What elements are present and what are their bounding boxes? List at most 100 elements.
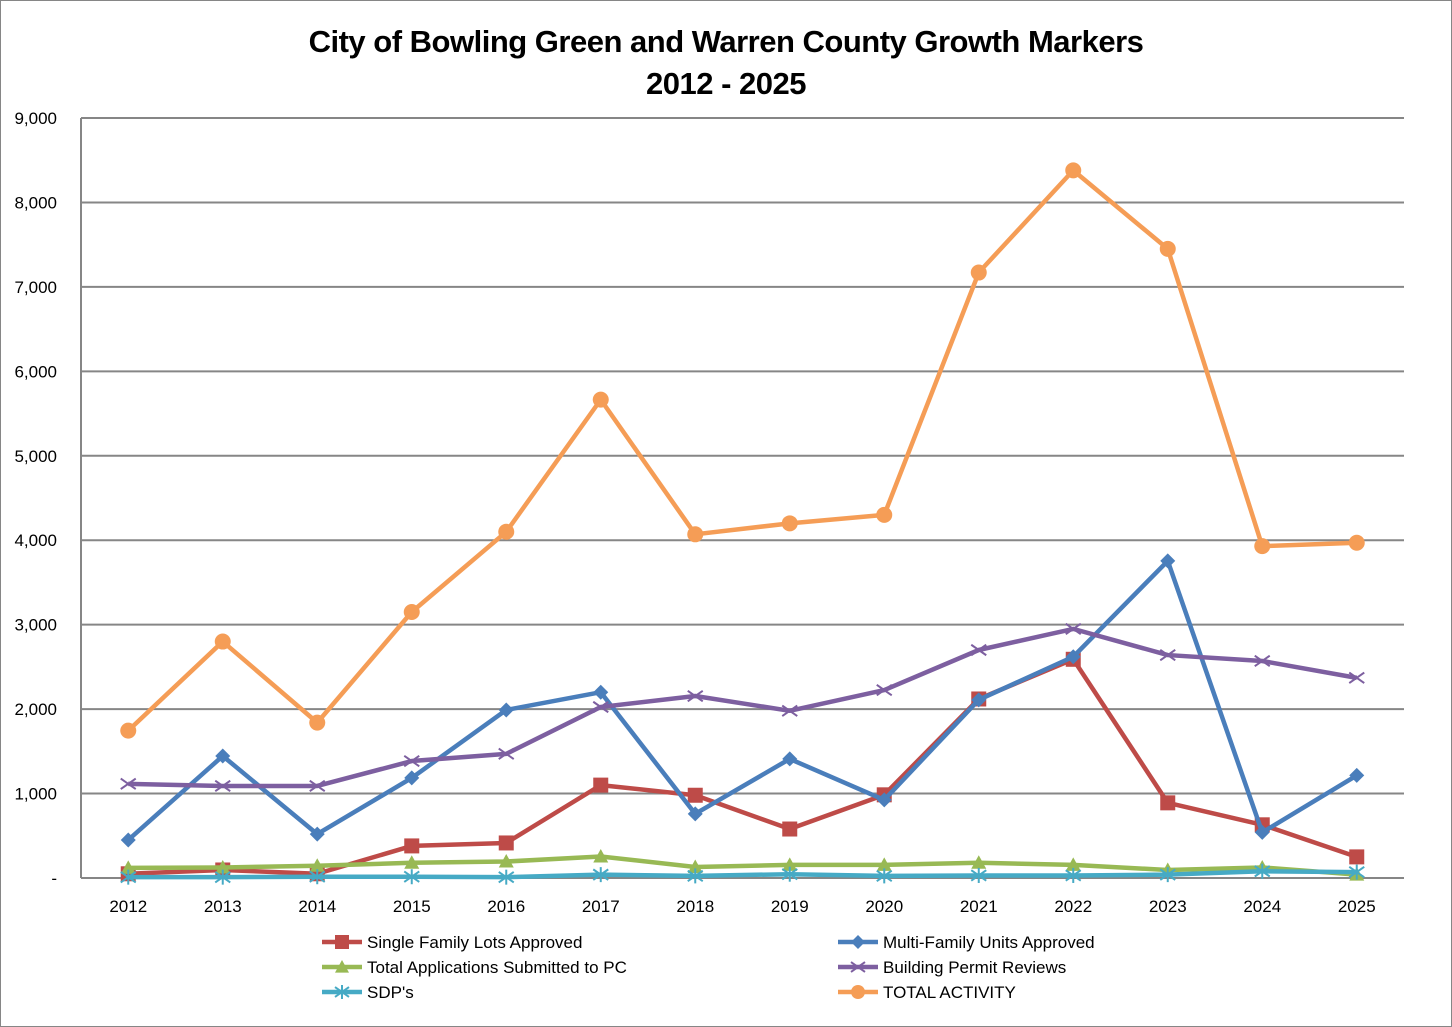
data-point-total-applications-submitted-to-pc bbox=[687, 859, 703, 874]
chart-title: City of Bowling Green and Warren County … bbox=[308, 24, 1144, 59]
x-tick-label: 2016 bbox=[487, 897, 525, 916]
data-point-building-permit-reviews bbox=[970, 643, 987, 657]
data-point-building-permit-reviews bbox=[1254, 654, 1271, 668]
data-point-building-permit-reviews bbox=[781, 704, 798, 717]
data-point-total-applications-submitted-to-pc bbox=[215, 859, 231, 874]
data-point-multi-family-units-approved bbox=[498, 702, 514, 718]
data-point-single-family-lots-approved bbox=[782, 821, 798, 837]
data-point-multi-family-units-approved bbox=[687, 806, 703, 822]
data-point-multi-family-units-approved bbox=[1349, 767, 1365, 783]
data-point-sdp-s bbox=[1065, 867, 1082, 883]
data-point-building-permit-reviews bbox=[403, 754, 420, 768]
data-point-multi-family-units-approved bbox=[593, 684, 609, 700]
data-point-total-activity bbox=[1348, 534, 1365, 551]
x-tick-label: 2019 bbox=[771, 897, 809, 916]
legend-label: SDP's bbox=[367, 983, 414, 1002]
y-tick-label: 8,000 bbox=[14, 193, 57, 212]
data-point-building-permit-reviews bbox=[498, 747, 515, 760]
data-point-multi-family-units-approved bbox=[971, 692, 987, 708]
data-point-multi-family-units-approved bbox=[1065, 649, 1081, 665]
data-point-multi-family-units-approved bbox=[309, 826, 325, 842]
data-point-total-activity bbox=[309, 714, 326, 731]
data-point-total-activity bbox=[876, 506, 893, 523]
data-point-sdp-s bbox=[687, 868, 704, 884]
series-line-building-permit-reviews bbox=[128, 626, 1358, 789]
legend-item-total-applications-submitted-to-pc: Total Applications Submitted to PC bbox=[322, 958, 627, 977]
series-building-permit-reviews bbox=[120, 622, 1365, 793]
x-tick-label: 2014 bbox=[298, 897, 336, 916]
data-point-sdp-s bbox=[970, 867, 987, 883]
y-axis: - 1,000 2,000 3,000 4,000 5,000 6,000 7,000 8,00… bbox=[14, 109, 82, 888]
data-point-total-applications-submitted-to-pc bbox=[120, 860, 136, 874]
data-point-building-permit-reviews bbox=[592, 700, 609, 714]
x-tick-label: 2025 bbox=[1338, 897, 1376, 916]
data-point-total-applications-submitted-to-pc bbox=[971, 855, 987, 869]
data-point-multi-family-units-approved bbox=[876, 792, 892, 808]
y-tick-label: 5,000 bbox=[14, 447, 57, 466]
x-tick-label: 2022 bbox=[1054, 897, 1092, 916]
x-tick-label: 2013 bbox=[204, 897, 242, 916]
data-point-single-family-lots-approved bbox=[498, 835, 514, 851]
legend-label: TOTAL ACTIVITY bbox=[883, 983, 1016, 1002]
data-point-single-family-lots-approved bbox=[404, 838, 420, 854]
x-tick-label: 2021 bbox=[960, 897, 998, 916]
x-tick-label: 2018 bbox=[676, 897, 714, 916]
legend-item-total-activity: TOTAL ACTIVITY bbox=[838, 983, 1016, 1002]
data-point-total-applications-submitted-to-pc bbox=[1065, 857, 1081, 871]
data-point-building-permit-reviews bbox=[309, 779, 326, 793]
data-point-sdp-s bbox=[498, 869, 515, 885]
legend-marker-icon bbox=[851, 935, 865, 949]
data-point-sdp-s bbox=[214, 869, 231, 885]
y-tick-label: 7,000 bbox=[14, 278, 57, 297]
series-multi-family-units-approved bbox=[120, 553, 1365, 848]
data-point-total-activity bbox=[214, 633, 231, 650]
data-point-building-permit-reviews bbox=[687, 689, 704, 703]
data-point-multi-family-units-approved bbox=[404, 770, 420, 786]
data-point-sdp-s bbox=[1348, 864, 1365, 880]
data-point-sdp-s bbox=[309, 869, 326, 885]
series-lines bbox=[120, 162, 1365, 885]
series-line-total-applications-submitted-to-pc bbox=[128, 854, 1357, 877]
data-point-building-permit-reviews bbox=[876, 684, 893, 697]
data-point-total-applications-submitted-to-pc bbox=[498, 854, 514, 868]
x-tick-label: 2012 bbox=[109, 897, 147, 916]
x-axis: 2012 2013 2014 2015 2016 2017 2018 2019 2020 2021… bbox=[109, 897, 1375, 916]
y-tick-label: 3,000 bbox=[14, 616, 57, 635]
data-point-sdp-s bbox=[403, 869, 420, 885]
data-point-total-applications-submitted-to-pc bbox=[782, 857, 798, 871]
data-point-multi-family-units-approved bbox=[1254, 824, 1270, 840]
data-point-sdp-s bbox=[1254, 863, 1271, 879]
gridlines bbox=[81, 117, 1404, 879]
data-point-total-activity bbox=[498, 523, 515, 540]
x-tick-label: 2024 bbox=[1243, 897, 1281, 916]
legend-label: Building Permit Reviews bbox=[883, 958, 1066, 977]
data-point-single-family-lots-approved bbox=[593, 777, 609, 793]
series-line-multi-family-units-approved bbox=[126, 558, 1358, 842]
data-point-building-permit-reviews bbox=[120, 777, 137, 790]
legend-marker-icon bbox=[335, 935, 349, 949]
data-point-sdp-s bbox=[876, 868, 893, 884]
data-point-sdp-s bbox=[592, 867, 609, 883]
data-point-multi-family-units-approved bbox=[120, 832, 136, 848]
series-sdp-s bbox=[120, 863, 1365, 885]
data-point-building-permit-reviews bbox=[1065, 622, 1082, 635]
data-point-total-applications-submitted-to-pc bbox=[404, 855, 420, 869]
data-point-building-permit-reviews bbox=[214, 779, 231, 793]
y-tick-label: 6,000 bbox=[14, 362, 57, 381]
data-point-building-permit-reviews bbox=[1348, 671, 1365, 684]
x-tick-label: 2020 bbox=[865, 897, 903, 916]
data-point-multi-family-units-approved bbox=[1160, 553, 1176, 569]
data-point-sdp-s bbox=[120, 869, 137, 885]
data-point-building-permit-reviews bbox=[1159, 648, 1176, 662]
legend-item-multi-family-units-approved: Multi-Family Units Approved bbox=[838, 933, 1095, 952]
data-point-total-activity bbox=[592, 391, 609, 408]
data-point-total-activity bbox=[1254, 538, 1271, 555]
x-tick-label: 2015 bbox=[393, 897, 431, 916]
y-tick-label: 9,000 bbox=[14, 109, 57, 128]
y-tick-label: - bbox=[51, 869, 57, 888]
x-tick-label: 2023 bbox=[1149, 897, 1187, 916]
y-tick-label: 4,000 bbox=[14, 531, 57, 550]
legend-marker-icon bbox=[851, 985, 865, 999]
data-point-total-activity bbox=[970, 264, 987, 281]
